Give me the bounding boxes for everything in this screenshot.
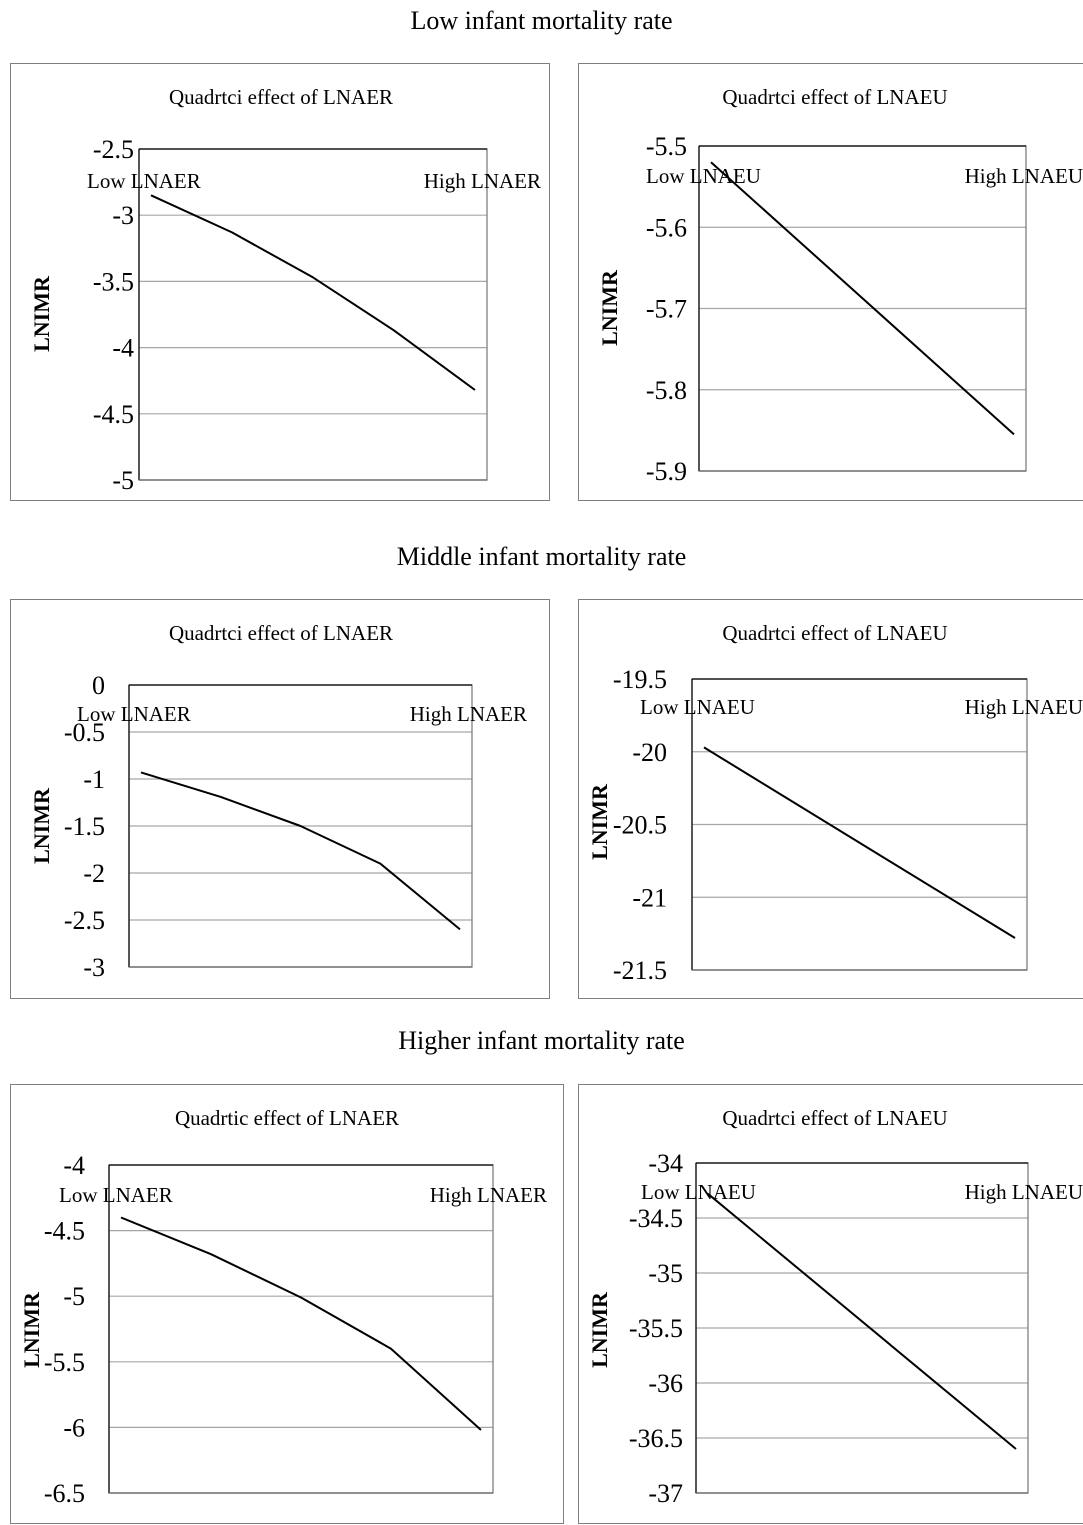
chart-svg: -2.5 -3 -3.5 -4 -4.5 -5 Quadrtci effect of LNA… bbox=[29, 85, 541, 495]
category-label-high: High LNAEU bbox=[965, 695, 1083, 719]
category-label-high: High LNAER bbox=[424, 169, 541, 193]
y-tick-label: -5.7 bbox=[646, 295, 687, 324]
y-tick-label: -6.5 bbox=[44, 1479, 85, 1508]
chart-panel-middle-lnaeu: -19.5 -20 -20.5 -21 -21.5 Quadrtci effect of … bbox=[578, 599, 1083, 999]
section-title-middle: Middle infant mortality rate bbox=[396, 542, 687, 571]
y-tick-label: 0 bbox=[92, 671, 105, 700]
category-label-high: High LNAER bbox=[410, 702, 527, 726]
y-tick-label: -37 bbox=[648, 1479, 683, 1508]
y-tick-label: -1 bbox=[83, 765, 105, 794]
y-tick-label: -35 bbox=[648, 1259, 683, 1288]
y-tick-label: -5 bbox=[63, 1282, 85, 1311]
category-label-low: Low LNAER bbox=[87, 169, 201, 193]
y-tick-label: -21 bbox=[632, 883, 667, 912]
category-label-low: Low LNAER bbox=[59, 1183, 173, 1207]
y-tick-label: -5.9 bbox=[646, 457, 687, 486]
chart-svg: -4 -4.5 -5 -5.5 -6 -6.5 Quadrtic effect of LNA… bbox=[19, 1106, 547, 1508]
y-tick-label: -3 bbox=[83, 953, 105, 982]
y-tick-label: -2.5 bbox=[93, 135, 134, 164]
chart-svg: -19.5 -20 -20.5 -21 -21.5 Quadrtci effect of … bbox=[587, 621, 1083, 985]
chart-title: Quadrtci effect of LNAEU bbox=[722, 1106, 947, 1130]
chart-svg: -5.5 -5.6 -5.7 -5.8 -5.9 Quadrtci effect of L… bbox=[597, 85, 1083, 486]
y-tick-label: -36.5 bbox=[629, 1424, 683, 1453]
series-line bbox=[150, 194, 476, 391]
y-tick-label: -5.5 bbox=[44, 1348, 85, 1377]
y-tick-label: -0.5 bbox=[64, 718, 105, 747]
section-title-higher: Higher infant mortality rate bbox=[398, 1026, 685, 1055]
chart-title: Quadrtci effect of LNAER bbox=[169, 621, 393, 645]
y-tick-label: -5.8 bbox=[646, 376, 687, 405]
y-axis-label: LNIMR bbox=[29, 787, 54, 864]
category-label-low: Low LNAER bbox=[77, 702, 191, 726]
y-tick-label: -35.5 bbox=[629, 1314, 683, 1343]
y-tick-label: -4.5 bbox=[44, 1217, 85, 1246]
chart-panel-low-lnaer: -2.5 -3 -3.5 -4 -4.5 -5 Quadrtci effect of LNA… bbox=[10, 63, 550, 501]
y-tick-label: -3 bbox=[112, 201, 134, 230]
chart-panel-middle-lnaer: 0 -0.5 -1 -1.5 -2 -2.5 -3 Quadrtci effect of LN… bbox=[10, 599, 550, 999]
category-label-low: Low LNAEU bbox=[641, 1180, 756, 1204]
y-axis-label: LNIMR bbox=[29, 275, 54, 352]
y-tick-label: -20.5 bbox=[613, 811, 667, 840]
y-tick-label: -5.6 bbox=[646, 213, 687, 242]
y-tick-label: -34 bbox=[648, 1149, 683, 1178]
y-axis-label: LNIMR bbox=[597, 269, 622, 346]
chart-title: Quadrtci effect of LNAEU bbox=[722, 85, 947, 109]
chart-panel-low-lnaeu: -5.5 -5.6 -5.7 -5.8 -5.9 Quadrtci effect of L… bbox=[578, 63, 1083, 501]
y-axis-label: LNIMR bbox=[19, 1291, 44, 1368]
section-title-low: Low infant mortality rate bbox=[410, 6, 673, 35]
chart-title: Quadrtic effect of LNAER bbox=[175, 1106, 399, 1130]
y-tick-label: -19.5 bbox=[613, 665, 667, 694]
y-tick-label: -5.5 bbox=[646, 132, 687, 161]
series-line bbox=[707, 1193, 1017, 1450]
y-axis-label: LNIMR bbox=[587, 783, 612, 860]
y-tick-label: -20 bbox=[632, 738, 667, 767]
y-tick-label: -1.5 bbox=[64, 812, 105, 841]
chart-panel-higher-lnaer: -4 -4.5 -5 -5.5 -6 -6.5 Quadrtic effect of LNA… bbox=[10, 1084, 564, 1524]
category-label-low: Low LNAEU bbox=[640, 695, 755, 719]
y-tick-label: -2 bbox=[83, 859, 105, 888]
series-line bbox=[120, 1216, 482, 1431]
plot-area bbox=[108, 1164, 494, 1494]
chart-svg: 0 -0.5 -1 -1.5 -2 -2.5 -3 Quadrtci effect of LN… bbox=[29, 621, 527, 982]
chart-svg: -34 -34.5 -35 -35.5 -36 -36.5 -37 Quadrtci effe… bbox=[587, 1106, 1083, 1508]
y-tick-label: -6 bbox=[63, 1413, 85, 1442]
category-label-high: High LNAEU bbox=[965, 1180, 1083, 1204]
plot-area bbox=[138, 148, 488, 481]
y-tick-label: -36 bbox=[648, 1369, 683, 1398]
chart-title: Quadrtci effect of LNAER bbox=[169, 85, 393, 109]
y-tick-label: -3.5 bbox=[93, 267, 134, 296]
y-tick-label: -4 bbox=[112, 334, 134, 363]
category-label-high: High LNAEU bbox=[965, 164, 1083, 188]
chart-title: Quadrtci effect of LNAEU bbox=[722, 621, 947, 645]
chart-panel-higher-lnaeu: -34 -34.5 -35 -35.5 -36 -36.5 -37 Quadrtci effe… bbox=[578, 1084, 1083, 1524]
y-tick-label: -4 bbox=[63, 1151, 85, 1180]
category-label-low: Low LNAEU bbox=[646, 164, 761, 188]
category-label-high: High LNAER bbox=[430, 1183, 547, 1207]
y-tick-label: -4.5 bbox=[93, 400, 134, 429]
y-axis-label: LNIMR bbox=[587, 1291, 612, 1368]
y-tick-label: -21.5 bbox=[613, 956, 667, 985]
series-line bbox=[710, 161, 1015, 436]
series-line bbox=[703, 746, 1016, 939]
y-tick-label: -2.5 bbox=[64, 906, 105, 935]
series-line bbox=[140, 771, 461, 931]
y-tick-label: -34.5 bbox=[629, 1204, 683, 1233]
y-tick-label: -5 bbox=[112, 466, 134, 495]
